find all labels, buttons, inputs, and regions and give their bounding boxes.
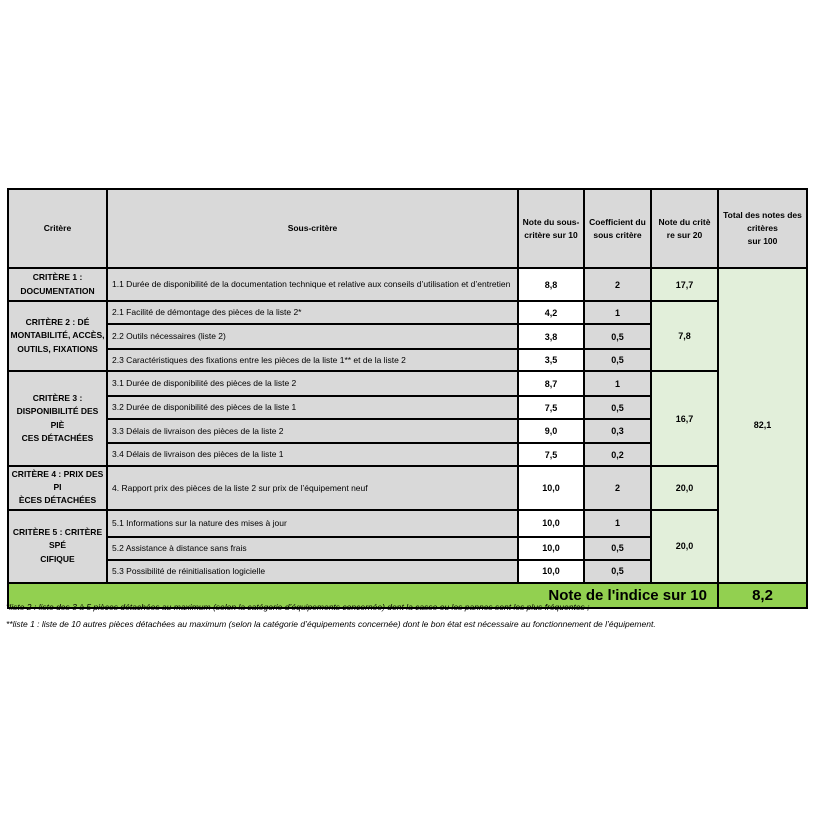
critere-4-label: CRITÈRE 4 : PRIX DES PI ÈCES DÉTACHÉES: [7, 465, 108, 511]
coefficient-5-2: 0,5: [583, 535, 652, 561]
header-total-100: Total des notes des critères sur 100: [717, 188, 808, 269]
coefficient-5-3: 0,5: [583, 558, 652, 584]
table-row: 3.4 Délais de livraison des pièces de la…: [8, 442, 807, 467]
note-critere-5-sur-20: 20,0: [650, 508, 719, 584]
coefficient-3-2: 0,5: [583, 395, 652, 420]
sous-critere-5-1: 5.1 Informations sur la nature des mises…: [106, 508, 519, 538]
sous-critere-2-3: 2.3 Caractéristiques des fixations entre…: [106, 348, 519, 372]
header-note-sous-critere: Note du sous- critère sur 10: [517, 188, 585, 269]
table-header-row: Critère Sous-critère Note du sous- critè…: [7, 188, 808, 269]
footnote-liste-2: *liste 2 : liste des 3 à 5 pièces détach…: [6, 602, 590, 612]
header-sous-critere: Sous-critère: [106, 188, 519, 269]
sous-critere-5-2: 5.2 Assistance à distance sans frais: [106, 535, 519, 561]
sous-critere-2-1: 2.1 Facilité de démontage des pièces de …: [106, 300, 519, 325]
note-sous-critere-3-4: 7,5: [517, 442, 585, 467]
note-sous-critere-5-1: 10,0: [517, 508, 585, 538]
coefficient-2-2: 0,5: [583, 323, 652, 350]
index-score-value: 8,2: [717, 581, 808, 609]
table-row: CRITÈRE 5 : CRITÈRE SPÉ CIFIQUE 5.1 Info…: [7, 508, 807, 584]
note-critere-1-sur-20: 17,7: [650, 267, 719, 302]
footnote-liste-1: **liste 1 : liste de 10 autres pièces dé…: [6, 619, 656, 630]
note-sous-critere-2-1: 4,2: [517, 300, 585, 325]
table-row: 2.3 Caractéristiques des fixations entre…: [8, 348, 807, 372]
table-row: 5.2 Assistance à distance sans frais 10,…: [8, 535, 807, 561]
total-notes-sur-100: 82,1: [717, 267, 808, 584]
critere-5-label: CRITÈRE 5 : CRITÈRE SPÉ CIFIQUE: [7, 508, 108, 584]
header-note-critere-20: Note du critè re sur 20: [650, 188, 719, 269]
note-sous-critere-3-3: 9,0: [517, 418, 585, 444]
index-score-row: Note de l'indice sur 10 8,2: [7, 581, 808, 609]
coefficient-2-1: 1: [583, 300, 652, 325]
note-critere-3-sur-20: 16,7: [650, 370, 719, 467]
coefficient-4: 2: [583, 465, 652, 511]
coefficient-3-1: 1: [583, 370, 652, 397]
sous-critere-4: 4. Rapport prix des pièces de la liste 2…: [106, 465, 519, 511]
coefficient-1-1: 2: [583, 267, 652, 302]
note-sous-critere-2-2: 3,8: [517, 323, 585, 350]
table-row: CRITÈRE 4 : PRIX DES PI ÈCES DÉTACHÉES 4…: [7, 465, 807, 511]
note-sous-critere-2-3: 3,5: [517, 348, 585, 372]
critere-3-label: CRITÈRE 3 : DISPONIBILITÉ DES PIÈ CES DÉ…: [7, 370, 108, 467]
table-row: CRITÈRE 3 : DISPONIBILITÉ DES PIÈ CES DÉ…: [7, 370, 807, 467]
critere-1-label: CRITÈRE 1 : DOCUMENTATION: [7, 267, 108, 302]
repairability-score-table: Critère Sous-critère Note du sous- critè…: [7, 188, 808, 609]
sous-critere-3-3: 3.3 Délais de livraison des pièces de la…: [106, 418, 519, 444]
coefficient-3-4: 0,2: [583, 442, 652, 467]
header-coefficient: Coefficient du sous critère: [583, 188, 652, 269]
note-critere-2-sur-20: 7,8: [650, 300, 719, 372]
sous-critere-5-3: 5.3 Possibilité de réinitialisation logi…: [106, 558, 519, 584]
sous-critere-1-1: 1.1 Durée de disponibilité de la documen…: [106, 267, 519, 302]
table-row: 3.3 Délais de livraison des pièces de la…: [8, 418, 807, 444]
table-row: 3.2 Durée de disponibilité des pièces de…: [8, 395, 807, 420]
table-row: 5.3 Possibilité de réinitialisation logi…: [8, 558, 807, 584]
sous-critere-2-2: 2.2 Outils nécessaires (liste 2): [106, 323, 519, 350]
sous-critere-3-2: 3.2 Durée de disponibilité des pièces de…: [106, 395, 519, 420]
table-row: 2.2 Outils nécessaires (liste 2) 3,8 0,5: [8, 323, 807, 350]
note-sous-critere-3-1: 8,7: [517, 370, 585, 397]
table-row: CRITÈRE 1 : DOCUMENTATION 1.1 Durée de d…: [7, 267, 808, 584]
critere-2-label: CRITÈRE 2 : DÉ MONTABILITÉ, ACCÈS, OUTIL…: [7, 300, 108, 372]
note-sous-critere-5-2: 10,0: [517, 535, 585, 561]
coefficient-3-3: 0,3: [583, 418, 652, 444]
note-sous-critere-5-3: 10,0: [517, 558, 585, 584]
note-sous-critere-1-1: 8,8: [517, 267, 585, 302]
footnotes-block: *liste 2 : liste des 3 à 5 pièces détach…: [6, 601, 806, 636]
coefficient-2-3: 0,5: [583, 348, 652, 372]
coefficient-5-1: 1: [583, 508, 652, 538]
sous-critere-3-1: 3.1 Durée de disponibilité des pièces de…: [106, 370, 519, 397]
note-sous-critere-4: 10,0: [517, 465, 585, 511]
note-sous-critere-3-2: 7,5: [517, 395, 585, 420]
index-score-label: Note de l'indice sur 10: [7, 581, 719, 609]
header-critere: Critère: [7, 188, 108, 269]
sous-critere-3-4: 3.4 Délais de livraison des pièces de la…: [106, 442, 519, 467]
note-critere-4-sur-20: 20,0: [650, 465, 719, 511]
table-row: CRITÈRE 2 : DÉ MONTABILITÉ, ACCÈS, OUTIL…: [7, 300, 807, 372]
